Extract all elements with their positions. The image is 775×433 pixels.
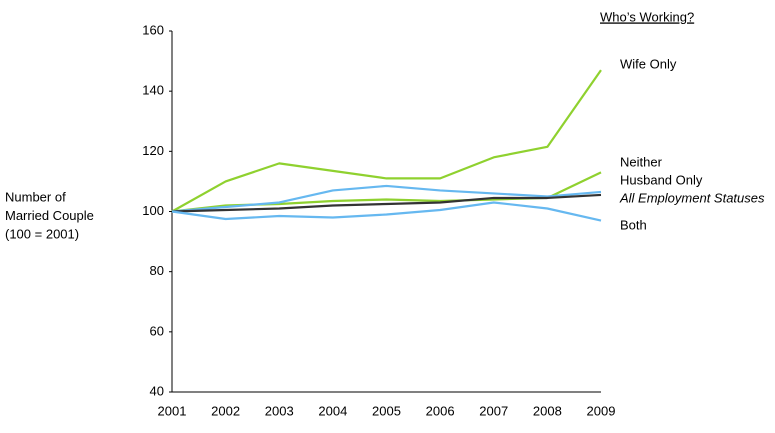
y-axis-label: Number of (5, 189, 66, 204)
x-tick-label: 2001 (158, 403, 187, 418)
y-tick-label: 160 (142, 22, 164, 37)
y-axis-label: Married Couple (5, 208, 94, 223)
legend-label: Neither (620, 154, 663, 169)
y-tick-label: 60 (150, 323, 164, 338)
y-tick-label: 120 (142, 143, 164, 158)
y-tick-label: 140 (142, 83, 164, 98)
x-tick-label: 2005 (372, 403, 401, 418)
series-line (171, 201, 602, 222)
series-line (171, 193, 602, 213)
x-tick-label: 2002 (211, 403, 240, 418)
y-tick-label: 100 (142, 203, 164, 218)
series-line (171, 184, 602, 213)
y-axis-label: (100 = 2001) (5, 226, 79, 241)
y-tick-label: 80 (150, 263, 164, 278)
x-tick-label: 2008 (533, 403, 562, 418)
x-tick-label: 2004 (318, 403, 347, 418)
legend-label: Wife Only (620, 56, 677, 71)
x-tick-label: 2006 (426, 403, 455, 418)
legend-label: Both (620, 217, 647, 232)
legend-title: Who’s Working? (600, 9, 694, 24)
legend-label: Husband Only (620, 172, 703, 187)
y-tick-label: 40 (150, 383, 164, 398)
x-tick-label: 2007 (479, 403, 508, 418)
x-tick-label: 2009 (587, 403, 616, 418)
x-tick-label: 2003 (265, 403, 294, 418)
legend-label: All Employment Statuses (619, 190, 765, 205)
series-line (171, 69, 602, 213)
